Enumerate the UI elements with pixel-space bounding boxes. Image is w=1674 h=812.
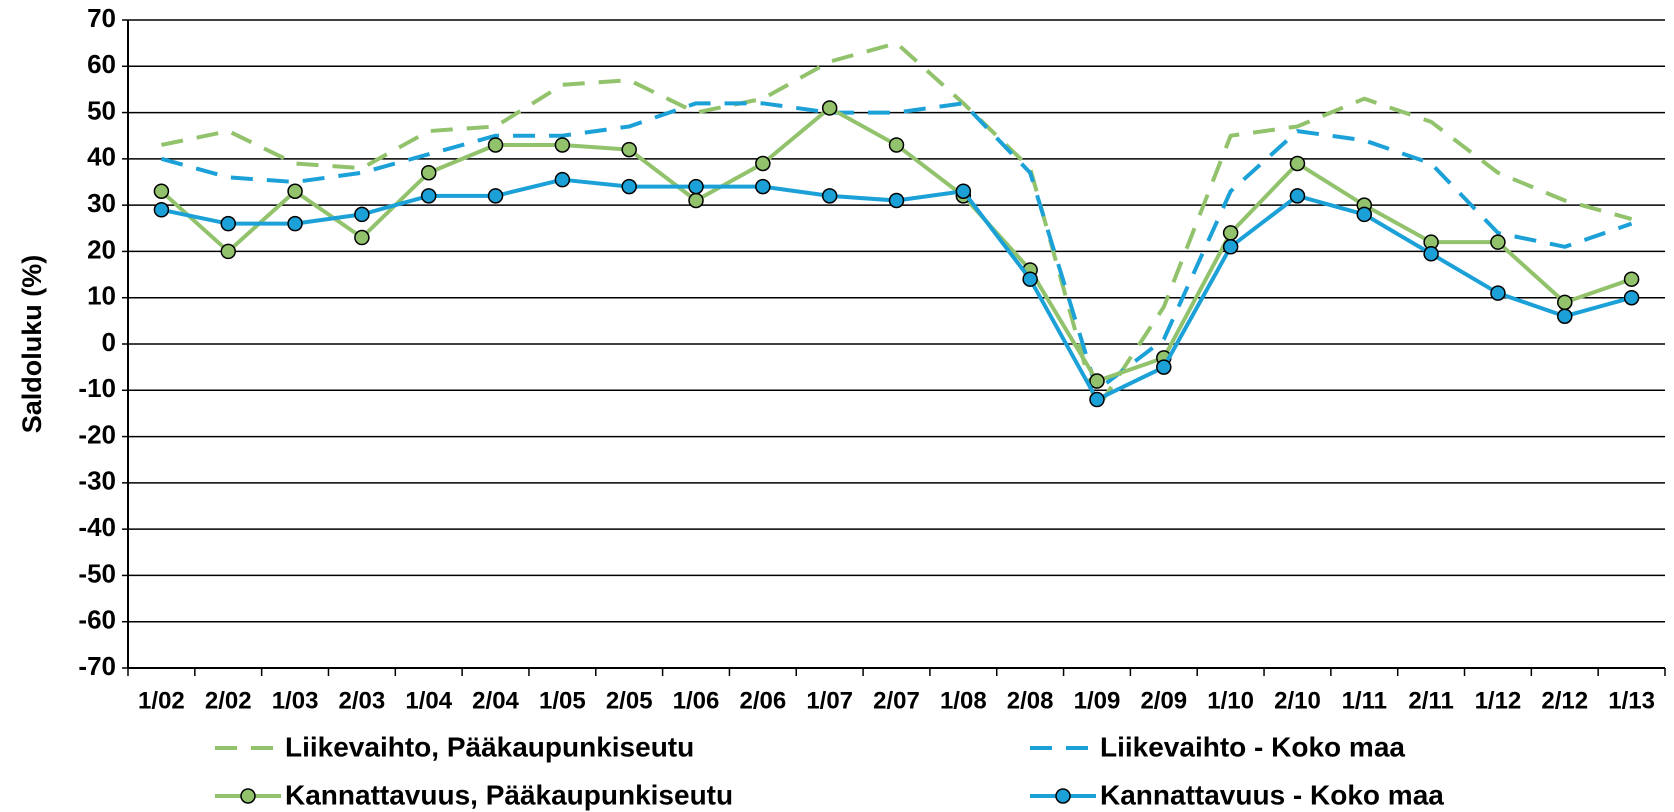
marker (621, 141, 637, 158)
marker (220, 243, 236, 260)
x-tick-label: 1/08 (940, 687, 987, 714)
y-tick-label: 0 (102, 327, 116, 357)
marker (621, 178, 637, 195)
marker (287, 215, 303, 232)
marker (888, 137, 905, 153)
marker (1356, 206, 1373, 223)
x-tick-label: 2/09 (1140, 687, 1187, 714)
marker (1490, 285, 1506, 301)
x-tick-label: 2/04 (472, 687, 519, 714)
x-tick-label: 2/03 (339, 687, 386, 714)
marker (1557, 294, 1573, 311)
x-tick-label: 2/12 (1541, 687, 1588, 714)
x-tick-label: 1/04 (405, 687, 452, 714)
marker (688, 192, 704, 209)
marker (821, 100, 838, 116)
marker (554, 137, 571, 153)
y-tick-label: 10 (87, 281, 116, 311)
x-tick-label: 2/11 (1408, 687, 1453, 714)
marker (420, 188, 437, 204)
line (161, 41, 1633, 411)
marker (688, 178, 704, 195)
marker (821, 188, 838, 204)
marker (1289, 155, 1306, 172)
y-tick-label: 40 (87, 142, 116, 172)
y-tick-label: 20 (87, 234, 116, 264)
marker (153, 183, 170, 200)
x-tick-label: 2/06 (739, 687, 786, 714)
x-tick-label: 1/06 (673, 687, 720, 714)
marker (554, 171, 571, 188)
x-tick-label: 2/05 (606, 687, 653, 714)
marker (1222, 225, 1239, 241)
x-tick-label: 1/12 (1475, 687, 1522, 714)
legend-label: Kannattavuus - Koko maa (1100, 779, 1444, 810)
y-tick-label: -70 (78, 651, 116, 681)
line (161, 177, 1633, 402)
marker (1222, 239, 1239, 255)
x-tick-label: 1/11 (1342, 687, 1387, 714)
legend-label: Liikevaihto - Koko maa (1100, 731, 1405, 762)
marker (354, 206, 370, 223)
x-tick-label: 1/02 (138, 687, 185, 714)
x-tick-label: 2/10 (1274, 687, 1321, 714)
marker (1289, 188, 1306, 204)
legend-marker (240, 788, 256, 804)
marker (153, 202, 170, 218)
y-tick-label: 50 (87, 95, 116, 125)
x-tick-label: 1/07 (806, 687, 853, 714)
y-tick-label: -40 (78, 512, 116, 542)
marker (220, 215, 236, 232)
legend-label: Kannattavuus, Pääkaupunkiseutu (285, 779, 733, 810)
y-tick-label: -10 (78, 373, 116, 403)
marker (955, 183, 972, 200)
x-tick-label: 1/13 (1608, 687, 1655, 714)
x-tick-label: 2/08 (1007, 687, 1054, 714)
marker (1490, 234, 1506, 250)
marker (354, 229, 370, 246)
x-tick-label: 2/07 (873, 687, 920, 714)
marker (487, 137, 504, 153)
legend-marker (1055, 788, 1071, 804)
y-tick-label: -20 (78, 419, 116, 449)
marker (1557, 308, 1573, 324)
marker (1623, 289, 1640, 306)
y-tick-label: 70 (87, 3, 116, 33)
y-tick-label: -30 (78, 466, 116, 496)
y-tick-label: 30 (87, 188, 116, 218)
marker (1423, 245, 1439, 262)
y-tick-label: 60 (87, 49, 116, 79)
x-tick-label: 1/09 (1074, 687, 1121, 714)
marker (420, 164, 437, 181)
marker (755, 155, 771, 172)
marker (1089, 373, 1105, 389)
marker (1089, 391, 1105, 408)
marker (1022, 271, 1038, 287)
marker (1623, 271, 1640, 287)
x-tick-label: 1/03 (272, 687, 319, 714)
marker (1156, 359, 1172, 375)
x-tick-label: 1/10 (1207, 687, 1254, 714)
marker (755, 178, 771, 195)
marker (287, 183, 303, 200)
legend-label: Liikevaihto, Pääkaupunkiseutu (285, 731, 694, 762)
marker (487, 188, 504, 204)
y-tick-label: -60 (78, 605, 116, 635)
marker (888, 192, 905, 209)
x-tick-label: 2/02 (205, 687, 252, 714)
x-tick-label: 1/05 (539, 687, 586, 714)
y-tick-label: -50 (78, 558, 116, 588)
line (160, 101, 1633, 393)
y-axis-label: Saldoluku (%) (17, 255, 47, 434)
